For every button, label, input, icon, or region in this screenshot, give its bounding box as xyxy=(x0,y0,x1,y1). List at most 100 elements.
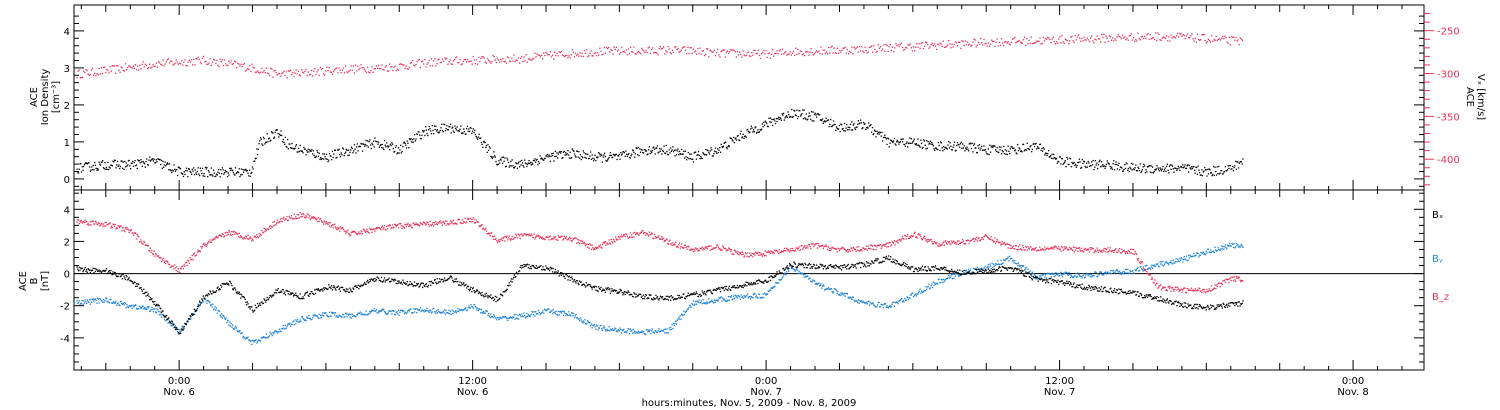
bz-series-point xyxy=(995,242,997,244)
density-series-point xyxy=(314,156,317,159)
bz-series-point xyxy=(371,231,373,233)
bz-series-point xyxy=(744,255,746,257)
by-series-point xyxy=(469,307,471,309)
density-series-point xyxy=(735,137,737,139)
bz-series-point xyxy=(521,233,523,235)
bz-series-point xyxy=(676,245,678,247)
velocity-series-point xyxy=(354,64,357,66)
bz-series-point xyxy=(182,265,184,267)
bz-series-point xyxy=(1216,285,1218,288)
bz-series-point xyxy=(736,253,739,255)
density-series-point xyxy=(603,154,605,156)
density-series-point xyxy=(262,144,264,146)
density-series-point xyxy=(824,120,826,122)
density-series-point xyxy=(386,145,389,147)
density-series-point xyxy=(1107,162,1109,164)
density-series-point xyxy=(505,165,507,167)
bz-series-point xyxy=(314,216,316,218)
by-series-point xyxy=(217,309,219,312)
velocity-series-point xyxy=(1166,35,1168,37)
bz-series-point xyxy=(278,221,280,223)
density-series-point xyxy=(782,114,784,116)
by-series-point xyxy=(415,308,417,310)
velocity-series-point xyxy=(546,52,548,55)
velocity-series-point xyxy=(1206,41,1208,43)
velocity-series-point xyxy=(1197,38,1200,41)
density-series-point xyxy=(239,175,241,178)
bz-series-point xyxy=(313,217,315,219)
velocity-series-point xyxy=(554,51,556,53)
bz-series-point xyxy=(1221,283,1223,286)
bz-series-point xyxy=(1158,285,1160,287)
bz-series-point xyxy=(814,243,816,246)
bz-series-point xyxy=(532,237,535,239)
by-series-point xyxy=(118,304,120,306)
density-series-point xyxy=(816,116,818,118)
density-series-point xyxy=(276,129,278,131)
by-series-point xyxy=(455,310,457,312)
density-series-point xyxy=(1041,147,1043,150)
bz-series-point xyxy=(871,244,873,246)
by-series-point xyxy=(143,308,145,310)
velocity-series-point xyxy=(1127,39,1129,41)
by-series-point xyxy=(298,320,300,323)
velocity-series-point xyxy=(110,70,112,73)
velocity-series-point xyxy=(757,49,759,51)
density-series-point xyxy=(1084,165,1086,167)
velocity-series-point xyxy=(226,64,228,66)
density-series-point xyxy=(179,168,182,170)
density-series-point xyxy=(706,149,708,151)
density-series-point xyxy=(942,146,945,148)
density-series-point xyxy=(419,134,421,136)
density-series-point xyxy=(255,157,257,159)
bz-series-point xyxy=(876,244,879,247)
bz-series-point xyxy=(639,232,642,234)
density-series-point xyxy=(756,131,758,133)
velocity-series-point xyxy=(1212,40,1214,42)
bz-series-point xyxy=(319,218,321,220)
bz-series-point xyxy=(157,255,159,257)
bz-series-point xyxy=(308,217,310,219)
velocity-series-point xyxy=(1082,40,1084,42)
bz-series-point xyxy=(362,228,364,230)
velocity-series-point xyxy=(314,68,316,70)
density-series-point xyxy=(224,169,226,172)
bz-series-point xyxy=(1136,258,1138,260)
density-series-point xyxy=(259,137,262,139)
velocity-series-point xyxy=(1085,39,1087,41)
bz-series-point xyxy=(1082,250,1084,252)
bz-series-point xyxy=(966,240,968,242)
density-series-point xyxy=(784,117,786,119)
density-series-point xyxy=(783,112,785,114)
bz-series-point xyxy=(821,245,823,247)
velocity-series-point xyxy=(659,46,661,48)
by-series-point xyxy=(537,313,539,315)
by-series-point xyxy=(510,316,512,318)
bz-series-point xyxy=(500,239,502,241)
bz-series-point xyxy=(1005,243,1007,245)
bz-series-point xyxy=(672,242,674,244)
density-series-point xyxy=(265,141,267,143)
bz-series-point xyxy=(1113,251,1115,254)
by-series-point xyxy=(335,316,337,318)
bz-series-point xyxy=(840,248,842,250)
bz-series-point xyxy=(972,238,974,241)
bz-series-point xyxy=(151,249,153,252)
bz-series-point xyxy=(1017,246,1020,248)
by-series-point xyxy=(364,314,367,316)
density-series-point xyxy=(913,138,915,140)
bz-series-point xyxy=(768,251,770,254)
bz-series-point xyxy=(375,227,378,229)
velocity-series-point xyxy=(876,50,878,52)
density-series-point xyxy=(629,157,631,159)
by-series-point xyxy=(93,300,95,302)
density-series-point xyxy=(202,175,204,177)
density-series-point xyxy=(796,117,799,120)
density-series-point xyxy=(1179,169,1181,172)
bz-series-point xyxy=(420,223,422,225)
bz-series-point xyxy=(201,247,203,249)
density-series-point xyxy=(531,162,533,164)
density-series-point xyxy=(1128,170,1130,173)
velocity-series-point xyxy=(792,50,795,52)
density-series-point xyxy=(659,150,661,152)
